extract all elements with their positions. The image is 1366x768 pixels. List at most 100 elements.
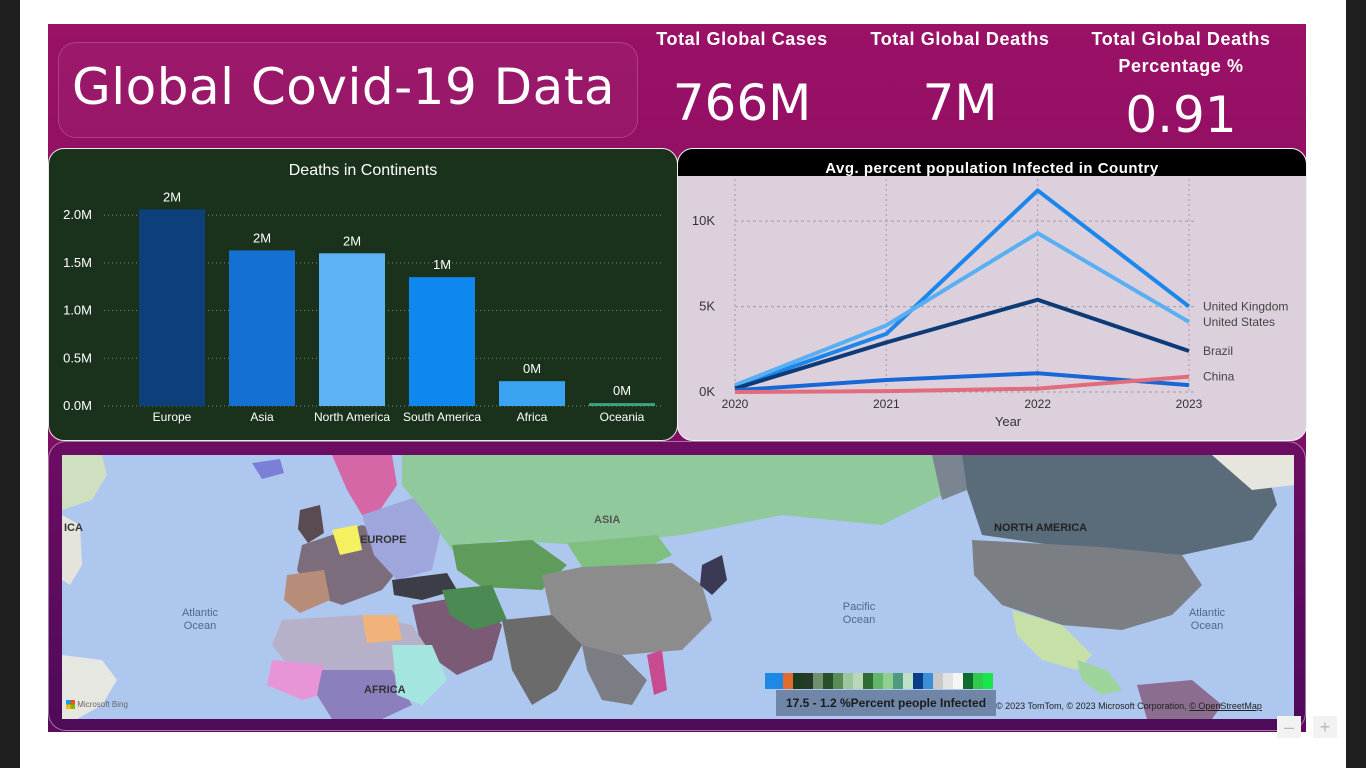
map-label-pacific-2: Ocean (843, 614, 875, 626)
map-land-japan (700, 555, 727, 595)
bar-y-tick-label: 0.0M (63, 398, 92, 413)
map-land-eastern-europe (362, 495, 442, 580)
bar-x-tick-label: Africa (517, 410, 548, 424)
legend-swatch (883, 673, 893, 689)
line-series-label: United Kingdom (1203, 300, 1288, 314)
map-label-atlantic-right-1: Atlantic (1189, 607, 1226, 619)
map-land-philippines (647, 650, 667, 695)
map-land-greenland-edge (62, 455, 107, 510)
line-y-tick-label: 10K (692, 213, 715, 228)
legend-swatch (793, 673, 803, 689)
map-land-iran (442, 585, 507, 630)
legend-swatch (923, 673, 933, 689)
legend-swatch (903, 673, 913, 689)
kpi-label-total-deaths: Total Global Deaths (852, 26, 1068, 53)
line-x-tick-label: 2020 (722, 397, 749, 411)
map-land-mexico (1012, 610, 1092, 670)
kpi-label-line: Total Global Cases (656, 29, 828, 49)
map-land-india (502, 615, 582, 705)
map-land-south-america-edge (62, 655, 117, 719)
line-chart-y-axis: 0K 5K 10K (692, 213, 715, 399)
legend-swatch (813, 673, 823, 689)
map-land-usa (972, 540, 1202, 630)
map-land-iceland (252, 459, 284, 479)
bar-x-tick-label: South America (403, 410, 481, 424)
line-x-tick-label: 2023 (1176, 397, 1203, 411)
infection-by-country-visual[interactable]: Avg. percent population Infected in Coun… (677, 148, 1307, 441)
bar-data-label: 2M (163, 189, 181, 204)
map-land-africa-west-edge (62, 515, 82, 585)
zoom-in-button[interactable]: + (1313, 716, 1337, 738)
line-series-united-states[interactable] (734, 231, 1191, 388)
kpi-value-total-deaths: 7M (922, 74, 998, 132)
line-chart: Avg. percent population Infected in Coun… (692, 160, 1289, 429)
zoom-out-button[interactable]: – (1277, 716, 1301, 738)
map-land-iberia (284, 570, 330, 613)
bar-north-america[interactable] (319, 253, 385, 406)
kpi-label-total-cases: Total Global Cases (640, 26, 844, 53)
map-canvas: ICA EUROPE ASIA AFRICA NORTH AMERICA Atl… (62, 455, 1294, 719)
line-series-label: Brazil (1203, 344, 1233, 358)
kpi-label-line: Percentage % (1118, 56, 1244, 76)
map-label-asia: ASIA (594, 514, 620, 526)
openstreetmap-link[interactable]: © OpenStreetMap (1189, 701, 1262, 711)
map-land-central-america (1077, 660, 1122, 695)
page-title: Global Covid-19 Data (72, 58, 616, 116)
legend-swatch (973, 673, 983, 689)
legend-swatch (823, 673, 833, 689)
legend-swatch (953, 673, 963, 689)
line-series-label: United States (1203, 315, 1275, 329)
legend-swatch (893, 673, 903, 689)
map-land-germany (332, 525, 362, 555)
bar-europe[interactable] (139, 209, 205, 406)
map-land-china (542, 563, 712, 655)
map-label-atlantic-right-2: Ocean (1191, 620, 1223, 632)
bar-chart-y-axis: 0.0M 0.5M 1.0M 1.5M 2.0M (63, 207, 92, 413)
legend-swatch (913, 673, 923, 689)
map-land-russia (402, 455, 942, 550)
map-label-atlantic-left-2: Ocean (184, 620, 216, 632)
line-chart-title-bar (678, 149, 1306, 176)
bar-oceania[interactable] (589, 403, 655, 406)
line-series-brazil[interactable] (734, 297, 1190, 391)
bar-y-tick-label: 1.0M (63, 303, 92, 318)
bar-y-tick-label: 2.0M (63, 207, 92, 222)
line-series-united-kingdom[interactable] (734, 188, 1191, 389)
bar-x-tick-label: Asia (250, 410, 274, 424)
bar-y-tick-label: 1.5M (63, 255, 92, 270)
line-chart-title: Avg. percent population Infected in Coun… (825, 160, 1159, 177)
bar-x-tick-label: North America (314, 410, 390, 424)
map-label-africa: AFRICA (364, 684, 406, 696)
bar-asia[interactable] (229, 250, 295, 406)
kpi-label-line: Total Global Deaths (870, 29, 1050, 49)
bar-south-america[interactable] (409, 277, 475, 406)
line-y-tick-label: 5K (699, 299, 715, 314)
legend-swatch (843, 673, 853, 689)
kpi-value-death-percentage: 0.91 (1125, 86, 1237, 144)
map-land-mongolia (567, 535, 672, 570)
legend-swatch (833, 673, 843, 689)
map-land-greenland-right (1212, 455, 1294, 490)
bar-africa[interactable] (499, 381, 565, 406)
world-map[interactable]: ICA EUROPE ASIA AFRICA NORTH AMERICA Atl… (62, 455, 1294, 719)
line-series-label: China (1203, 370, 1235, 384)
line-series-unlabeled[interactable] (734, 371, 1190, 393)
line-chart-x-axis: 2020 2021 2022 2023 (722, 397, 1203, 411)
map-land-scandinavia (332, 455, 397, 515)
map-legend-swatches (765, 673, 993, 689)
legend-swatch (765, 673, 783, 689)
map-label-atlantic-left-1: Atlantic (182, 607, 219, 619)
line-chart-x-axis-title: Year (995, 414, 1022, 429)
title-card (58, 42, 638, 138)
line-x-tick-label: 2022 (1024, 397, 1051, 411)
bar-chart-title: Deaths in Continents (289, 162, 438, 179)
legend-swatch (943, 673, 953, 689)
bar-chart-data-labels: 2M 2M 2M 1M 0M 0M (163, 189, 631, 398)
bing-logo-icon (66, 700, 75, 710)
deaths-by-continent-visual[interactable]: Deaths in Continents 0.0M 0.5M 1.0M 1.5M 2.0… (48, 148, 678, 441)
legend-swatch (863, 673, 873, 689)
map-land-alaska (932, 455, 967, 500)
line-series-china[interactable] (734, 374, 1190, 394)
kpi-value-total-cases: 766M (672, 74, 812, 132)
